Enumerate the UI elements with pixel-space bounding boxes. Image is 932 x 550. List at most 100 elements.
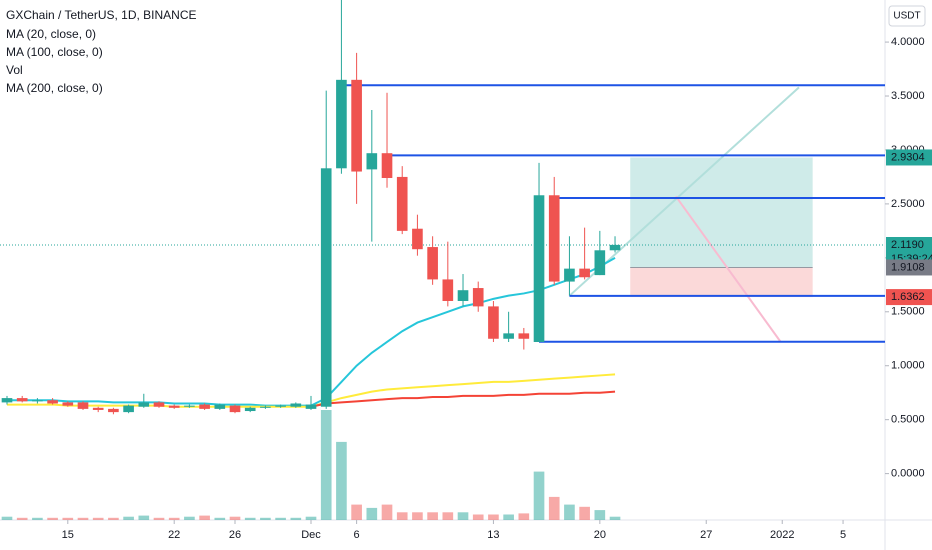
price-label-box <box>886 149 932 166</box>
candle-body <box>579 268 590 278</box>
currency-label: USDT <box>893 11 920 22</box>
volume-bar <box>214 517 226 520</box>
candle-body <box>412 228 423 250</box>
volume-bar <box>108 517 119 520</box>
candle-body <box>472 288 484 307</box>
candle-body <box>244 407 256 412</box>
indicator-label: MA (20, close, 0) <box>6 27 96 41</box>
candle-body <box>108 408 119 413</box>
candle-body <box>16 398 28 402</box>
volume-bar <box>153 517 165 520</box>
x-tick-label: 6 <box>354 529 360 541</box>
volume-bar <box>47 517 58 520</box>
volume-bar <box>260 517 271 520</box>
candle-body <box>123 405 134 413</box>
candle-body <box>47 400 58 404</box>
x-tick-label: 5 <box>840 529 846 541</box>
candle-body <box>533 195 545 342</box>
volume-bar <box>229 516 241 520</box>
indicator-label: Vol <box>6 63 23 77</box>
stop-zone <box>630 267 813 298</box>
volume-bar <box>412 512 423 520</box>
candle-body <box>229 405 241 413</box>
ma-line <box>310 390 616 408</box>
candle-body <box>320 168 332 407</box>
candle-body <box>488 306 499 339</box>
candle-body <box>305 404 317 409</box>
x-tick-label: 20 <box>594 529 606 541</box>
y-tick-label: 1.0000 <box>891 360 925 372</box>
volume-bar <box>244 517 256 520</box>
candle-body <box>518 333 530 339</box>
volume-bar <box>472 514 484 520</box>
volume-bar <box>32 517 43 520</box>
candle-body <box>457 290 469 301</box>
volume-bar <box>275 517 286 520</box>
candle-body <box>153 402 165 407</box>
candle-body <box>366 153 378 170</box>
candle-body <box>77 402 89 409</box>
chart-title: GXChain / TetherUS, 1D, BINANCE <box>6 8 197 22</box>
y-tick-label: 4.0000 <box>891 36 925 48</box>
volume-bar <box>123 516 134 520</box>
x-tick-label: 27 <box>700 529 712 541</box>
volume-bar <box>320 410 332 520</box>
candle-body <box>199 404 210 409</box>
volume-bar <box>168 517 180 520</box>
candle-body <box>290 403 302 407</box>
indicator-label: MA (200, close, 0) <box>6 81 103 95</box>
volume-bar <box>457 512 469 520</box>
volume-bar <box>1 516 13 520</box>
volume-bar <box>427 512 438 520</box>
price-label-box <box>886 259 932 276</box>
candle-body <box>275 405 286 407</box>
volume-bar <box>138 515 150 520</box>
candle-body <box>214 404 226 409</box>
currency-box <box>888 5 926 27</box>
indicator-label: MA (100, close, 0) <box>6 45 103 59</box>
volume-bar <box>366 507 378 520</box>
candle-body <box>381 153 393 179</box>
candle-body <box>351 79 362 172</box>
candle-body <box>32 400 43 402</box>
candle-body <box>503 333 514 339</box>
volume-bar <box>199 515 210 520</box>
x-tick-label: 2022 <box>770 529 794 541</box>
candle-body <box>62 402 74 406</box>
price-label-box <box>886 289 932 306</box>
volume-bar <box>16 517 28 520</box>
y-tick-label: 0.0000 <box>891 468 925 480</box>
candle-body <box>564 268 575 282</box>
candle-body <box>168 405 180 408</box>
volume-bar <box>77 517 89 520</box>
candle-body <box>396 176 408 231</box>
candle-body <box>442 279 454 301</box>
candle-body <box>92 407 104 410</box>
candle-body <box>609 244 621 251</box>
volume-bar <box>351 504 362 520</box>
price-label: 1.6362 <box>891 291 925 303</box>
x-tick-label: 26 <box>229 529 241 541</box>
volume-bar <box>184 516 195 520</box>
volume-bar <box>442 512 454 520</box>
candle-body <box>336 79 347 169</box>
volume-bar <box>564 504 575 520</box>
x-tick-label: 15 <box>62 529 74 541</box>
candle-body <box>138 402 150 407</box>
volume-bar <box>488 514 499 520</box>
volume-bar <box>594 510 606 520</box>
volume-bar <box>609 516 621 520</box>
y-tick-label: 3.5000 <box>891 90 925 102</box>
candle-body <box>1 398 13 403</box>
y-tick-label: 0.5000 <box>891 414 925 426</box>
volume-bar <box>290 517 302 520</box>
candle-body <box>594 250 606 276</box>
volume-bar <box>533 471 545 520</box>
volume-bar <box>518 513 530 520</box>
x-tick-label: Dec <box>301 529 321 541</box>
volume-bar <box>396 512 408 520</box>
volume-bar <box>548 496 560 520</box>
volume-bar <box>62 517 74 520</box>
